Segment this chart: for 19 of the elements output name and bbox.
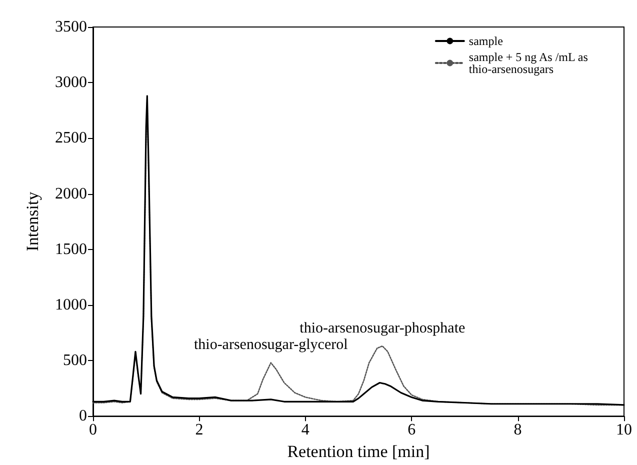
y-tick-label: 1000 (55, 296, 87, 314)
x-axis-title: Retention time [min] (287, 442, 430, 461)
x-tick-label: 4 (301, 422, 310, 439)
legend-label: sample (468, 34, 503, 48)
y-axis-title: Intensity (23, 191, 42, 252)
y-tick-label: 2000 (55, 185, 87, 202)
legend-label: sample + 5 ng As /mL as thio-arsenosugars (468, 50, 591, 76)
y-tick-label: 0 (79, 408, 87, 425)
x-tick-label: 10 (616, 422, 632, 439)
y-tick-label: 3000 (55, 74, 87, 92)
y-tick-label: 2500 (55, 130, 87, 147)
x-tick-label: 6 (408, 422, 416, 439)
y-tick-label: 1500 (55, 240, 87, 258)
x-tick-label: 8 (514, 422, 522, 439)
y-tick-label: 500 (63, 352, 87, 370)
annotation: thio-arsenosugar-glycerol (194, 337, 348, 354)
x-tick-label: 2 (195, 422, 204, 439)
annotation: thio-arsenosugar-phosphate (300, 320, 466, 337)
y-tick-label: 3500 (55, 18, 87, 36)
